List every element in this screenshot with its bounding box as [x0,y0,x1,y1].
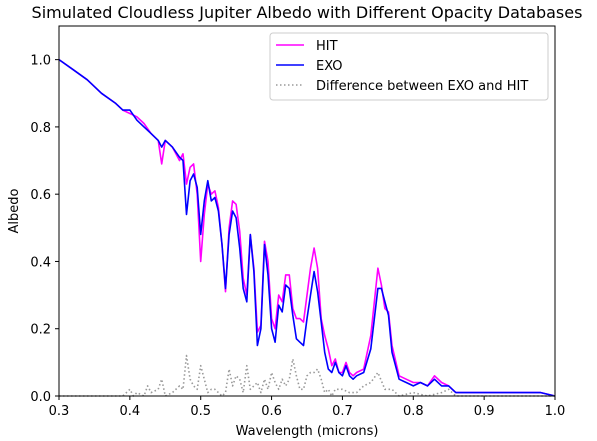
y-tick-label: 0.8 [30,121,51,136]
x-tick-label: 0.4 [120,404,141,419]
x-tick-label: 0.9 [474,404,495,419]
series-line-exo [58,58,556,397]
y-axis-title: Albedo [7,188,22,233]
x-tick-label: 1.0 [545,404,566,419]
chart-title: Simulated Cloudless Jupiter Albedo with … [32,3,583,22]
x-tick-label: 0.7 [332,404,353,419]
plot-frame [58,25,556,397]
legend: HIT EXO Difference between EXO and HIT [269,32,549,101]
y-axis: 0.0 0.2 0.4 0.6 0.8 1.0 [30,54,59,405]
x-tick-label: 0.5 [190,404,211,419]
legend-label: Difference between EXO and HIT [316,79,528,94]
x-axis: 0.3 0.4 0.5 0.6 0.7 0.8 0.9 1.0 [49,396,566,419]
plot-lines [58,58,556,397]
y-tick-label: 0.2 [30,323,51,338]
y-tick-label: 1.0 [30,54,51,69]
legend-box [269,32,549,101]
x-tick-label: 0.6 [261,404,282,419]
x-tick-label: 0.8 [403,404,424,419]
legend-label: HIT [316,39,338,54]
series-line-difference-between-exo-and-hit [59,354,555,397]
legend-label: EXO [316,59,343,74]
y-tick-label: 0.6 [30,188,51,203]
x-tick-label: 0.3 [49,404,70,419]
y-tick-label: 0.4 [30,255,51,270]
x-axis-title: Wavelength (microns) [236,424,379,439]
y-tick-label: 0.0 [30,390,51,405]
